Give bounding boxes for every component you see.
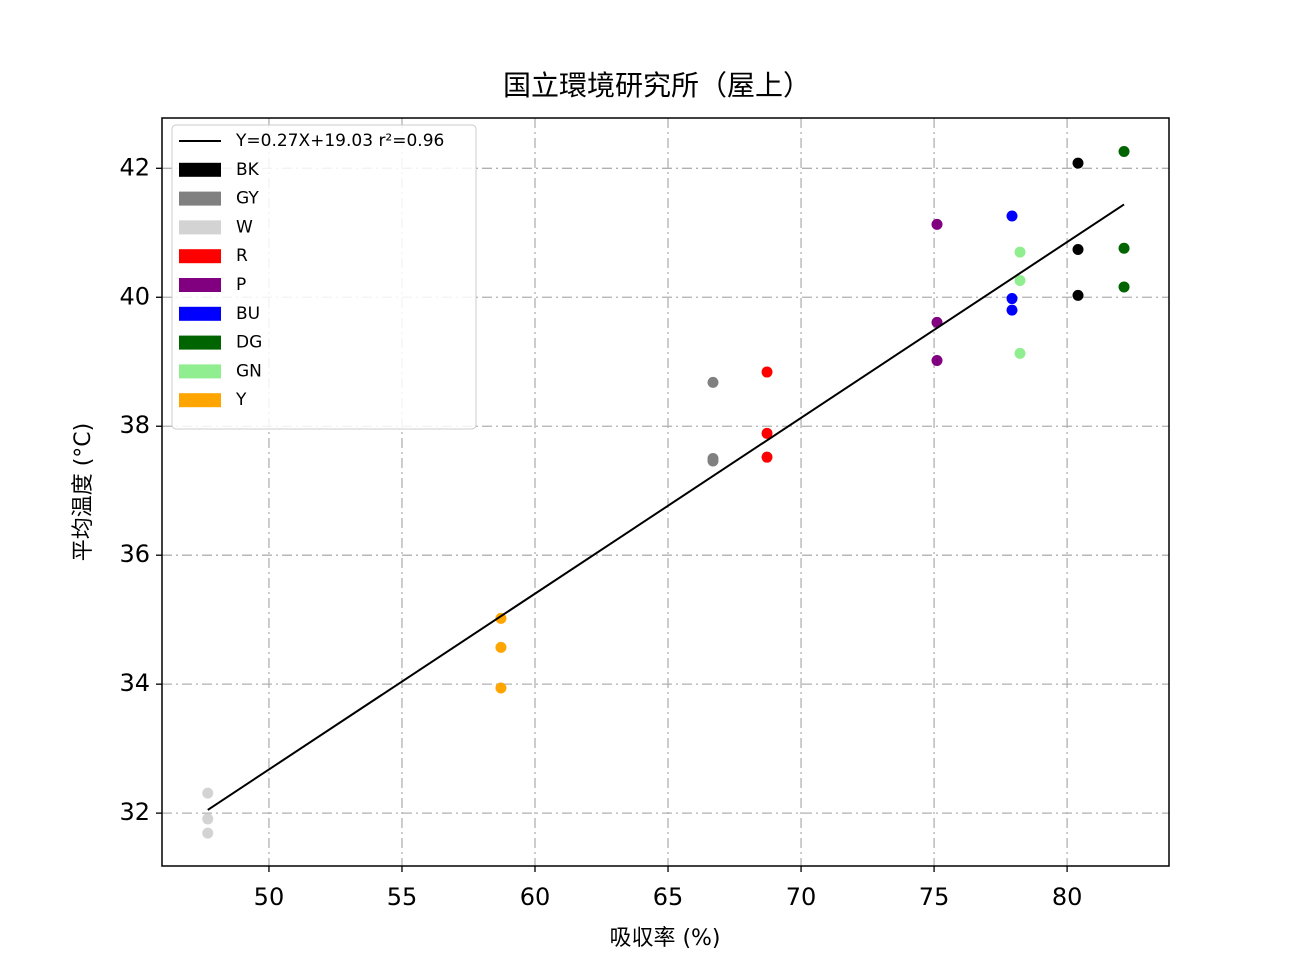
legend-label: GY — [236, 189, 259, 209]
legend-swatch — [179, 249, 221, 264]
point — [1118, 242, 1130, 254]
x-tick-label: 65 — [653, 883, 684, 911]
chart-title: 国立環境研究所（屋上） — [503, 69, 811, 102]
point — [202, 813, 214, 825]
legend-box — [171, 124, 477, 430]
legend-swatch — [179, 306, 221, 321]
point — [202, 827, 214, 839]
y-tick-label: 38 — [119, 411, 150, 439]
legend-swatch — [179, 191, 221, 206]
point — [1118, 146, 1130, 158]
fit-line — [207, 203, 1125, 811]
point — [1014, 274, 1026, 286]
x-tick-label: 70 — [786, 883, 817, 911]
point — [1006, 210, 1018, 222]
point — [495, 641, 507, 653]
legend-label: Y — [235, 390, 247, 410]
x-axis-label: 吸収率 (%) — [609, 926, 720, 951]
x-tick-label: 60 — [520, 883, 551, 911]
legend-swatch — [179, 364, 221, 379]
legend-label: GN — [236, 361, 262, 381]
point — [1118, 281, 1130, 293]
x-tick-label: 75 — [919, 883, 950, 911]
legend-label: Y=0.27X+19.03 r²=0.96 — [235, 131, 444, 151]
point — [1014, 246, 1026, 258]
point — [707, 376, 719, 388]
point — [202, 787, 214, 799]
point — [931, 354, 943, 366]
y-tick-label: 36 — [119, 540, 150, 568]
y-tick-label: 32 — [119, 798, 150, 826]
legend-label: DG — [236, 333, 262, 353]
point — [707, 455, 719, 467]
x-tick-label: 55 — [387, 883, 418, 911]
legend-swatch — [179, 393, 221, 408]
point — [931, 218, 943, 230]
legend-swatch — [179, 220, 221, 235]
y-axis-label: 平均温度 (°C) — [71, 423, 96, 562]
point — [495, 612, 507, 624]
x-tick-label: 80 — [1052, 883, 1083, 911]
point — [1072, 157, 1084, 169]
point — [495, 682, 507, 694]
point — [761, 427, 773, 439]
point — [1006, 304, 1018, 316]
point — [761, 366, 773, 378]
legend-swatch — [179, 278, 221, 292]
legend-label: BU — [236, 304, 260, 324]
legend-label: BK — [236, 160, 260, 180]
legend-label: R — [236, 246, 248, 266]
legend-label: P — [236, 275, 246, 295]
point — [761, 451, 773, 463]
plot-frame — [161, 117, 1170, 867]
legend-label: W — [236, 217, 253, 237]
y-tick-label: 34 — [119, 669, 150, 697]
y-tick-label: 40 — [119, 282, 150, 310]
x-tick-label: 50 — [254, 883, 285, 911]
legend-swatch — [179, 162, 221, 177]
point — [1072, 244, 1084, 256]
y-tick-label: 42 — [119, 153, 150, 181]
point — [1014, 347, 1026, 359]
point — [1072, 289, 1084, 301]
legend-swatch — [179, 335, 221, 350]
point — [1006, 293, 1018, 305]
